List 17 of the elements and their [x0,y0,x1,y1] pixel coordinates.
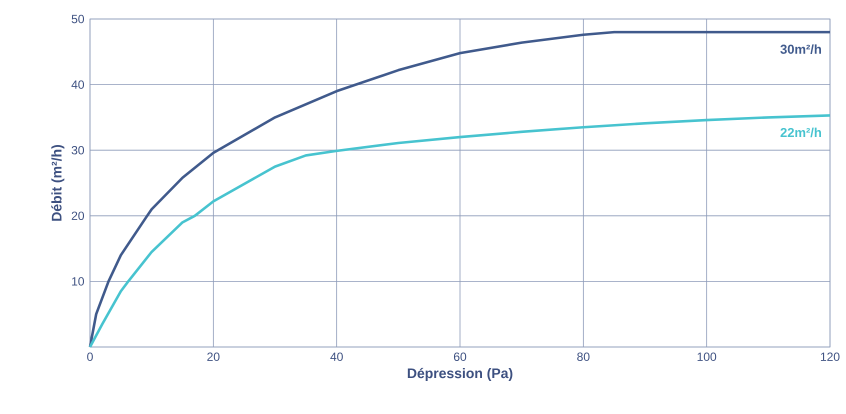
x-tick-label: 0 [87,352,93,361]
x-tick-label: 40 [330,352,343,361]
line-series [88,114,832,348]
y-tick-label: 10 [72,277,84,286]
x-tick-label: 80 [577,352,590,361]
y-tick-label: 20 [72,212,84,220]
series-label: 22m²/h [780,128,822,138]
x-axis-title: Dépression (Pa) [408,368,512,381]
y-tick-label: 50 [72,14,84,24]
x-tick-label: 120 [820,352,840,361]
y-axis-title: Débit (m²/h) [51,144,64,221]
y-tick-label: 40 [71,80,84,89]
x-tick-label: 100 [698,352,716,361]
series-label: 30m²/h [780,44,822,54]
y-tick-label: 30 [72,146,84,154]
x-tick-label: 20 [207,352,220,361]
x-tick-label: 60 [454,352,466,361]
